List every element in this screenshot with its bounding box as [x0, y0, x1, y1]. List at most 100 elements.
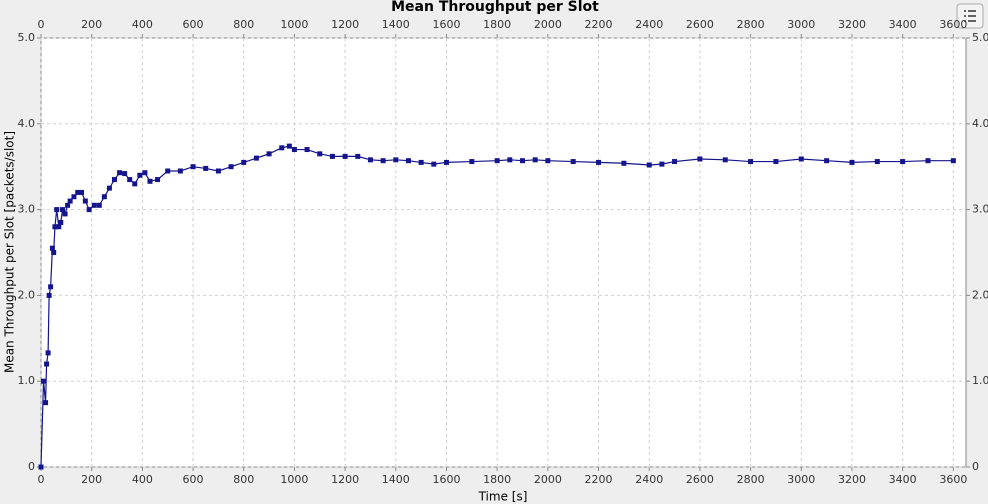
point-marker [75, 189, 81, 195]
x-tick-label: 2600 [686, 473, 714, 486]
point-marker [203, 165, 209, 171]
point-marker [279, 145, 285, 151]
point-marker [45, 350, 51, 356]
point-marker [52, 224, 58, 230]
x-tick-label-top: 2800 [737, 18, 765, 31]
x-tick-label-top: 1200 [331, 18, 359, 31]
x-tick-label-top: 400 [132, 18, 153, 31]
point-marker [165, 168, 171, 174]
point-marker [748, 159, 754, 165]
point-marker [54, 207, 60, 213]
x-tick-label-top: 1600 [432, 18, 460, 31]
point-marker [71, 194, 77, 200]
point-marker [215, 168, 221, 174]
x-tick-label: 3000 [787, 473, 815, 486]
point-marker [418, 159, 424, 165]
x-tick-label: 1000 [280, 473, 308, 486]
x-tick-label-top: 0 [38, 18, 45, 31]
point-marker [405, 158, 411, 164]
x-tick-label-top: 1800 [483, 18, 511, 31]
x-tick-label-top: 2400 [635, 18, 663, 31]
point-marker [950, 158, 956, 164]
point-marker [722, 157, 728, 163]
x-tick-label-top: 1400 [382, 18, 410, 31]
point-marker [241, 159, 247, 165]
point-marker [96, 202, 102, 208]
point-marker [67, 198, 73, 204]
point-marker [127, 177, 133, 183]
point-marker [291, 147, 297, 153]
plot-area [40, 37, 967, 468]
point-marker [41, 378, 47, 384]
x-tick-label: 3200 [838, 473, 866, 486]
x-tick-label-top: 2000 [534, 18, 562, 31]
y-tick-label: 4.0 [18, 117, 36, 130]
point-marker [46, 292, 52, 298]
point-marker [773, 159, 779, 165]
point-marker [132, 181, 138, 187]
y-tick-label-right: 3.0 [972, 203, 988, 216]
point-marker [697, 156, 703, 162]
point-marker [329, 153, 335, 159]
point-marker [824, 158, 830, 164]
x-tick-label: 1400 [382, 473, 410, 486]
point-marker [286, 143, 292, 149]
x-tick-label: 0 [38, 473, 45, 486]
menu-icon [964, 10, 976, 22]
x-tick-label: 1200 [331, 473, 359, 486]
point-marker [532, 157, 538, 163]
point-marker [65, 202, 71, 208]
x-tick-label: 2200 [585, 473, 613, 486]
x-tick-label-top: 3200 [838, 18, 866, 31]
x-tick-label: 2800 [737, 473, 765, 486]
point-marker [155, 177, 161, 183]
point-marker [142, 170, 148, 176]
y-tick-label: 2.0 [18, 288, 36, 301]
menu-button[interactable] [956, 3, 984, 29]
x-tick-label-top: 3000 [787, 18, 815, 31]
point-marker [798, 156, 804, 162]
point-marker [646, 162, 652, 168]
point-marker [925, 158, 931, 164]
point-marker [147, 178, 153, 184]
point-marker [570, 159, 576, 165]
y-axis-label: Mean Throughput per Slot [packets/slot] [3, 131, 17, 373]
point-marker [266, 151, 272, 157]
x-tick-label-top: 800 [233, 18, 254, 31]
point-marker [91, 202, 97, 208]
y-tick-label-right: 5.0 [972, 31, 988, 44]
x-tick-label: 600 [183, 473, 204, 486]
x-tick-label: 800 [233, 473, 254, 486]
x-tick-label: 1600 [432, 473, 460, 486]
point-marker [380, 158, 386, 164]
point-marker [58, 219, 64, 225]
x-tick-label: 3600 [939, 473, 967, 486]
y-tick-label-right: 0 [972, 460, 979, 473]
x-tick-label-top: 2600 [686, 18, 714, 31]
x-tick-label: 2400 [635, 473, 663, 486]
point-marker [393, 157, 399, 163]
point-marker [317, 151, 323, 157]
point-marker [431, 161, 437, 167]
point-marker [672, 159, 678, 165]
point-marker [355, 153, 361, 159]
point-marker [596, 159, 602, 165]
point-marker [38, 464, 44, 470]
point-marker [507, 157, 513, 163]
point-marker [44, 361, 50, 367]
x-tick-label: 2000 [534, 473, 562, 486]
point-marker [190, 164, 196, 170]
x-tick-label-top: 600 [183, 18, 204, 31]
point-marker [79, 189, 85, 195]
point-marker [137, 172, 143, 178]
y-tick-label: 0 [28, 460, 35, 473]
y-tick-label-right: 4.0 [972, 117, 988, 130]
point-marker [494, 158, 500, 164]
x-tick-label-top: 3600 [939, 18, 967, 31]
x-tick-label: 200 [81, 473, 102, 486]
point-marker [56, 224, 62, 230]
point-marker [520, 158, 526, 164]
point-marker [621, 160, 627, 166]
